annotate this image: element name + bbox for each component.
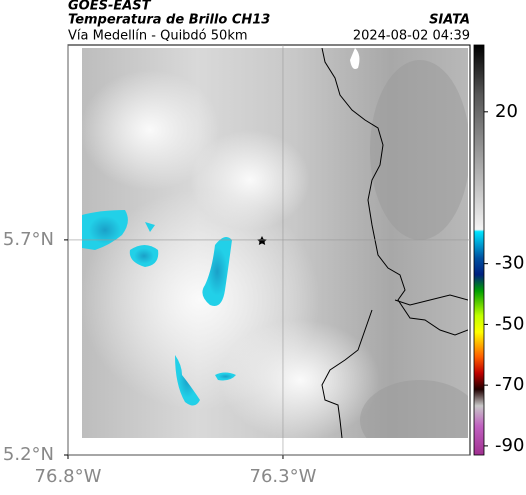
y-tick-label: 5.7°N [3, 229, 54, 250]
x-tick-label: 76.3°W [250, 466, 317, 487]
colorbar [473, 44, 485, 456]
colorbar-tick-label: -70 [495, 374, 524, 395]
colorbar-tick-label: -30 [495, 253, 524, 274]
x-tick-label: 76.8°W [35, 466, 102, 487]
colorbar-tick-label: -90 [495, 435, 524, 456]
y-tick-label: 5.2°N [3, 444, 54, 465]
satellite-image [82, 48, 468, 438]
title: Temperatura de Brillo CH13 [68, 13, 270, 28]
agency: SIATA [429, 13, 470, 28]
subtitle: Vía Medellín - Quibdó 50km [68, 29, 248, 44]
datetime: 2024-08-02 04:39 [353, 29, 470, 44]
source: GOES-EAST [68, 0, 152, 14]
colorbar-tick-label: 20 [495, 101, 518, 122]
colorbar-tick-label: -50 [495, 313, 524, 334]
